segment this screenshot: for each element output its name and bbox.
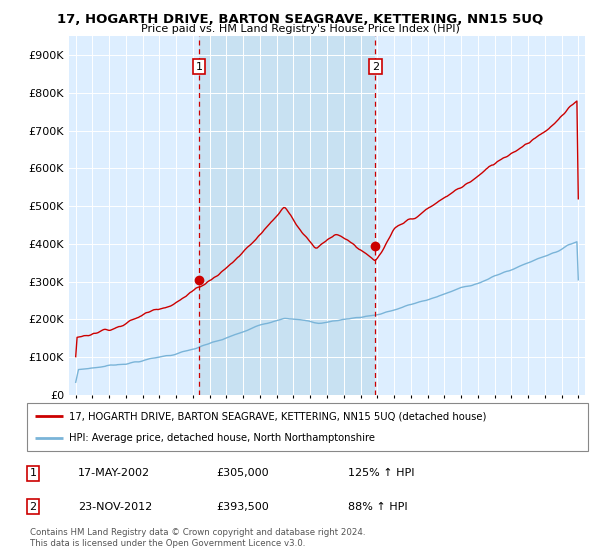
Text: £305,000: £305,000 bbox=[216, 468, 269, 478]
Text: HPI: Average price, detached house, North Northamptonshire: HPI: Average price, detached house, Nort… bbox=[69, 433, 375, 443]
Bar bbox=[199, 36, 376, 395]
Text: 2: 2 bbox=[372, 62, 379, 72]
Text: 17-MAY-2002: 17-MAY-2002 bbox=[78, 468, 150, 478]
Text: 1: 1 bbox=[29, 468, 37, 478]
Text: 17, HOGARTH DRIVE, BARTON SEAGRAVE, KETTERING, NN15 5UQ: 17, HOGARTH DRIVE, BARTON SEAGRAVE, KETT… bbox=[57, 13, 543, 26]
Text: 23-NOV-2012: 23-NOV-2012 bbox=[78, 502, 152, 512]
Text: 88% ↑ HPI: 88% ↑ HPI bbox=[348, 502, 407, 512]
Text: Price paid vs. HM Land Registry's House Price Index (HPI): Price paid vs. HM Land Registry's House … bbox=[140, 24, 460, 34]
Text: Contains HM Land Registry data © Crown copyright and database right 2024.
This d: Contains HM Land Registry data © Crown c… bbox=[30, 528, 365, 548]
Text: 1: 1 bbox=[196, 62, 203, 72]
Text: 125% ↑ HPI: 125% ↑ HPI bbox=[348, 468, 415, 478]
Bar bbox=[578, 36, 585, 395]
Text: £393,500: £393,500 bbox=[216, 502, 269, 512]
Text: 2: 2 bbox=[29, 502, 37, 512]
Text: 17, HOGARTH DRIVE, BARTON SEAGRAVE, KETTERING, NN15 5UQ (detached house): 17, HOGARTH DRIVE, BARTON SEAGRAVE, KETT… bbox=[69, 411, 487, 421]
